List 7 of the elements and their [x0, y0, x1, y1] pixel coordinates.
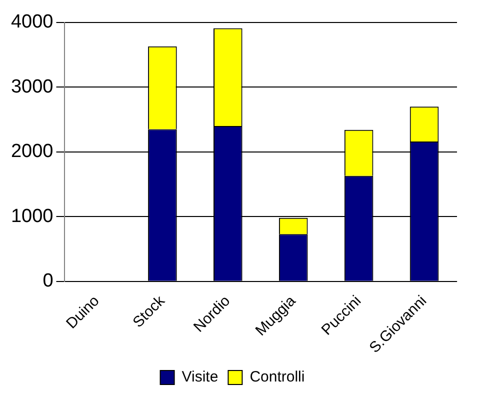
y-tick-label: 2000: [10, 141, 54, 162]
legend-label: Visite: [182, 368, 218, 386]
y-tick-label: 1000: [10, 206, 54, 227]
y-tick-label: 4000: [10, 12, 54, 33]
legend-label: Controlli: [250, 368, 305, 386]
y-tick-label: 3000: [10, 76, 54, 98]
y-tick-label: 0: [42, 270, 54, 292]
